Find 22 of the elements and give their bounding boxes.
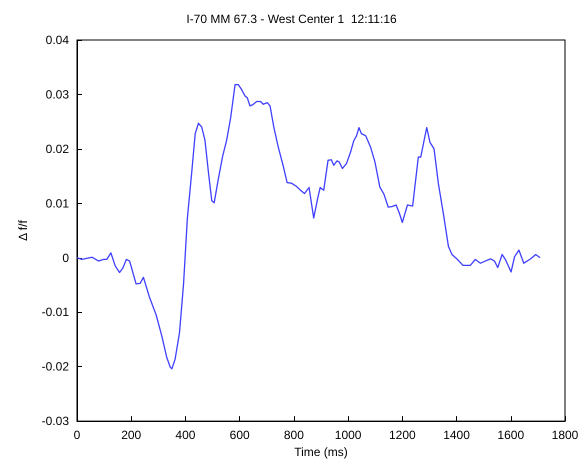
x-tick-label: 1200 [388, 428, 416, 442]
chart-title: I-70 MM 67.3 - West Center 1 12:11:16 [186, 12, 397, 26]
x-tick-label: 0 [74, 428, 81, 442]
y-tick-label: 0.04 [46, 33, 70, 47]
x-tick-label: 1400 [443, 428, 470, 442]
line-series [76, 84, 541, 370]
y-tick-label: 0 [62, 250, 70, 265]
y-axis-title: Δ f/f [16, 220, 30, 241]
y-tick-label: 0.03 [46, 87, 70, 102]
x-tick-label: 200 [121, 428, 142, 442]
x-tick-label: 1800 [552, 428, 579, 442]
y-tick-label: -0.03 [42, 414, 70, 428]
x-axis-title: Time (ms) [294, 445, 348, 459]
x-tick-label: 1000 [334, 428, 362, 442]
x-tick-label: 1600 [497, 428, 524, 442]
y-tick-label: -0.01 [42, 305, 70, 320]
x-tick-label: 400 [175, 428, 196, 442]
x-tick-label: 600 [230, 428, 250, 442]
y-tick-label: -0.02 [42, 360, 70, 374]
y-tick-label: 0.01 [46, 196, 70, 210]
x-tick-label: 800 [284, 428, 304, 442]
y-tick-label: 0.02 [46, 142, 70, 156]
